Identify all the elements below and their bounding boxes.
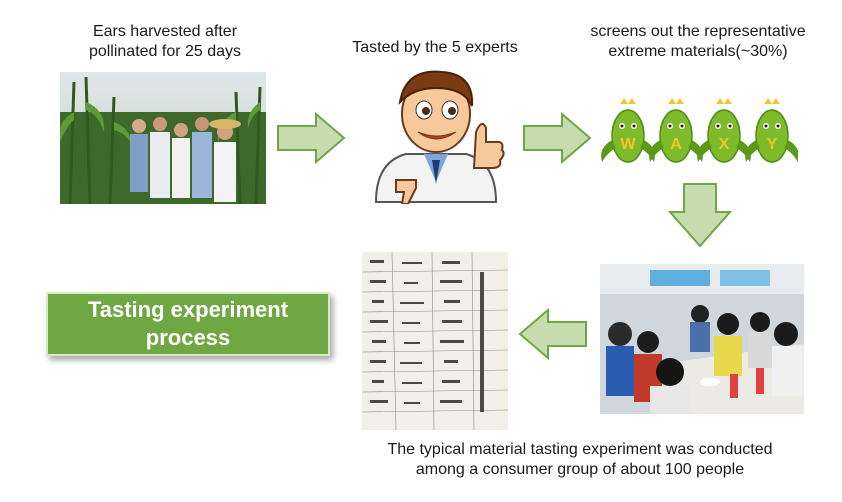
caption-screens: screens out the representative extreme m…	[558, 22, 838, 62]
caption-harvest: Ears harvested after pollinated for 25 d…	[60, 22, 270, 62]
corn-letter-w: W	[620, 136, 636, 153]
process-title-line-2: process	[145, 325, 231, 350]
consumer-tasting-photo	[600, 264, 804, 414]
waxy-corn-icon	[601, 97, 798, 163]
corn-letter-x: X	[718, 136, 730, 153]
caption-harvest-line-2: pollinated for 25 days	[88, 43, 242, 60]
process-title-line-1: Tasting experiment	[87, 297, 289, 322]
caption-consumer-line-1: The typical material tasting experiment …	[387, 441, 773, 458]
caption-consumer: The typical material tasting experiment …	[330, 440, 830, 480]
arrow-right-2-icon	[523, 112, 592, 164]
caption-tasted: Tasted by the 5 experts	[352, 39, 518, 56]
waxy-corn-group: W A X Y	[598, 96, 798, 168]
corn-letter-a: A	[670, 136, 682, 153]
corn-letter-y: Y	[766, 136, 778, 153]
caption-harvest-line-1: Ears harvested after	[92, 23, 238, 40]
expert-thumbs-up-icon	[374, 70, 505, 204]
arrow-right-1-icon	[277, 112, 346, 164]
arrow-left-icon	[518, 308, 587, 360]
caption-consumer-line-2: among a consumer group of about 100 peop…	[415, 461, 745, 478]
process-title-box: Tasting experiment process	[46, 292, 330, 356]
field-harvest-photo	[60, 72, 266, 204]
caption-screens-line-2: extreme materials(~30%)	[608, 43, 788, 60]
caption-screens-line-1: screens out the representative	[590, 23, 806, 40]
arrow-down-icon	[668, 183, 732, 248]
score-sheet-photo	[362, 252, 508, 430]
